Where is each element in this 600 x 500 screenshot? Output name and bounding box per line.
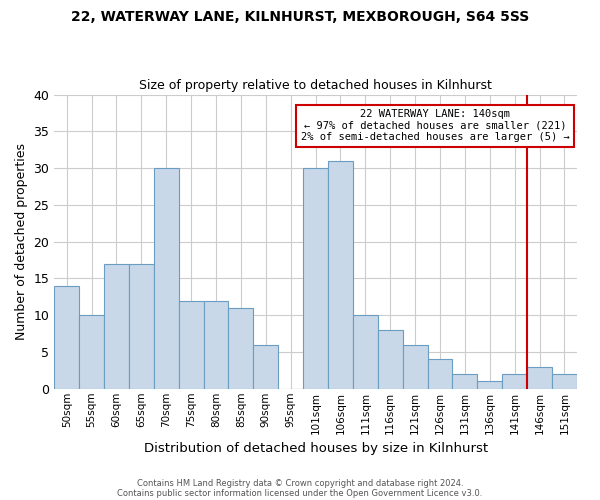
- Bar: [253, 344, 278, 389]
- Bar: [478, 382, 502, 389]
- Text: 22, WATERWAY LANE, KILNHURST, MEXBOROUGH, S64 5SS: 22, WATERWAY LANE, KILNHURST, MEXBOROUGH…: [71, 10, 529, 24]
- Bar: [54, 286, 79, 389]
- Bar: [353, 315, 378, 389]
- Bar: [378, 330, 403, 389]
- Text: Contains public sector information licensed under the Open Government Licence v3: Contains public sector information licen…: [118, 488, 482, 498]
- Bar: [552, 374, 577, 389]
- Bar: [203, 300, 229, 389]
- Bar: [79, 315, 104, 389]
- Bar: [502, 374, 527, 389]
- Y-axis label: Number of detached properties: Number of detached properties: [15, 143, 28, 340]
- Bar: [527, 366, 552, 389]
- Bar: [303, 168, 328, 389]
- Bar: [129, 264, 154, 389]
- Title: Size of property relative to detached houses in Kilnhurst: Size of property relative to detached ho…: [139, 79, 492, 92]
- Bar: [428, 360, 452, 389]
- Bar: [328, 161, 353, 389]
- Bar: [229, 308, 253, 389]
- Bar: [179, 300, 203, 389]
- X-axis label: Distribution of detached houses by size in Kilnhurst: Distribution of detached houses by size …: [143, 442, 488, 455]
- Bar: [154, 168, 179, 389]
- Bar: [403, 344, 428, 389]
- Text: Contains HM Land Registry data © Crown copyright and database right 2024.: Contains HM Land Registry data © Crown c…: [137, 478, 463, 488]
- Bar: [452, 374, 478, 389]
- Bar: [104, 264, 129, 389]
- Text: 22 WATERWAY LANE: 140sqm
← 97% of detached houses are smaller (221)
2% of semi-d: 22 WATERWAY LANE: 140sqm ← 97% of detach…: [301, 110, 569, 142]
